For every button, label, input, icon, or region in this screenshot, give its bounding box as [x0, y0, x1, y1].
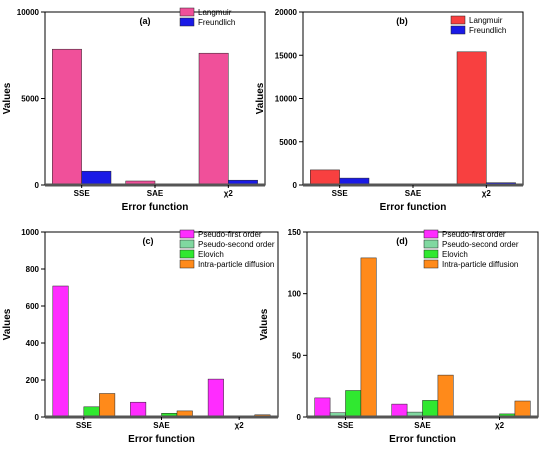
x-tick-label: χ2 [495, 421, 505, 430]
x-tick-label: SAE [414, 421, 431, 430]
legend-swatch [423, 239, 439, 249]
bar-langmuir-sse [310, 169, 340, 186]
y-tick-label: 0 [35, 181, 40, 190]
bar-intra-particle-diffusion-2 [514, 400, 531, 418]
x-tick-label: SSE [337, 421, 354, 430]
x-axis-label: Error function [389, 434, 456, 445]
x-tick-label: SSE [76, 421, 93, 430]
panel-a: 0 5000 10000 SSE SAE χ2 Error function Values (a… [2, 7, 266, 213]
x-tick-label: χ2 [235, 421, 245, 430]
x-axis-label: Error function [122, 202, 189, 213]
y-tick-label: 100 [288, 290, 302, 299]
y-tick-label: 10000 [17, 8, 40, 17]
y-tick-label: 800 [26, 265, 40, 274]
x-tick-label: SAE [405, 189, 422, 198]
bar-freundlich-sse [81, 170, 112, 186]
y-tick-label: 0 [35, 413, 40, 422]
x-tick-label: χ2 [482, 189, 492, 198]
legend-label: Pseudo-first order [442, 230, 506, 239]
legend-label: Langmuir [198, 8, 232, 17]
panel-label: (d) [396, 236, 408, 246]
bar-elovich-sae [422, 400, 439, 418]
legend-swatch [179, 7, 195, 17]
bar-pseudo-first-order-sse [52, 285, 69, 418]
bar-langmuir-2 [456, 51, 487, 186]
legend-label: Pseudo-second order [442, 240, 519, 249]
y-tick-label: 15000 [275, 51, 298, 60]
legend-label: Intra-particle diffusion [442, 260, 518, 269]
panel-label: (b) [396, 16, 408, 26]
legend-swatch [179, 17, 195, 27]
y-tick-label: 600 [26, 302, 40, 311]
y-tick-label: 0 [293, 181, 298, 190]
y-tick-label: 0 [297, 413, 302, 422]
x-tick-label: χ2 [224, 189, 234, 198]
panel-b: 0 5000 10000 15000 20000 SSE SAE χ2 Error functi… [255, 8, 524, 213]
y-tick-label: 5000 [21, 95, 39, 104]
legend-swatch [423, 249, 439, 259]
bar-elovich-sse [345, 390, 362, 418]
legend-swatch [423, 229, 439, 239]
legend-label: Elovich [198, 250, 224, 259]
x-tick-label: SAE [147, 189, 164, 198]
plot-frame [302, 11, 524, 186]
y-tick-label: 150 [288, 228, 302, 237]
bar-pseudo-first-order-sse [314, 397, 331, 418]
y-tick-label: 20000 [275, 8, 298, 17]
bar-intra-particle-diffusion-sse [99, 393, 116, 418]
bar-intra-particle-diffusion-sse [360, 257, 377, 418]
legend-label: Pseudo-first order [198, 230, 262, 239]
x-tick-label: SAE [153, 421, 170, 430]
y-axis-label: Values [2, 308, 13, 340]
bar-pseudo-first-order-sae [391, 403, 408, 418]
bar-langmuir-sse [52, 48, 82, 186]
y-tick-label: 50 [292, 351, 301, 360]
legend-label: Intra-particle diffusion [198, 260, 274, 269]
bar-intra-particle-diffusion-sae [437, 374, 454, 418]
bar-pseudo-first-order-sae [130, 401, 147, 418]
legend-swatch [179, 229, 195, 239]
legend-swatch [450, 15, 466, 25]
x-tick-label: SSE [74, 189, 91, 198]
panel-c: 0 200 400 600 800 1000 SSE SAE χ2 Error function V… [2, 228, 279, 445]
legend-swatch [179, 239, 195, 249]
y-axis-label: Values [259, 308, 270, 340]
legend-swatch [179, 249, 195, 259]
legend-label: Langmuir [469, 16, 503, 25]
y-axis-label: Values [255, 82, 266, 114]
panel-label: (a) [140, 16, 151, 26]
y-tick-label: 200 [26, 376, 40, 385]
x-axis-label: Error function [128, 434, 195, 445]
legend-label: Freundlich [469, 26, 506, 35]
bar-langmuir-2 [198, 52, 229, 186]
y-axis-label: Values [2, 82, 13, 114]
legend-swatch [450, 25, 466, 35]
x-axis-label: Error function [380, 202, 447, 213]
panel-label: (c) [143, 236, 154, 246]
y-tick-label: 10000 [275, 95, 298, 104]
bar-pseudo-first-order-2 [207, 378, 224, 418]
legend-label: Freundlich [198, 18, 235, 27]
y-tick-label: 1000 [21, 228, 39, 237]
legend-swatch [179, 259, 195, 269]
legend-label: Elovich [442, 250, 468, 259]
panel-d: 0 50 100 150 SSE SAE χ2 Error function Values (d)… [259, 228, 539, 445]
y-tick-label: 5000 [279, 138, 297, 147]
legend-swatch [423, 259, 439, 269]
bar-elovich-sse [83, 406, 100, 418]
y-tick-label: 400 [26, 339, 40, 348]
x-tick-label: SSE [332, 189, 349, 198]
legend-label: Pseudo-second order [198, 240, 275, 249]
